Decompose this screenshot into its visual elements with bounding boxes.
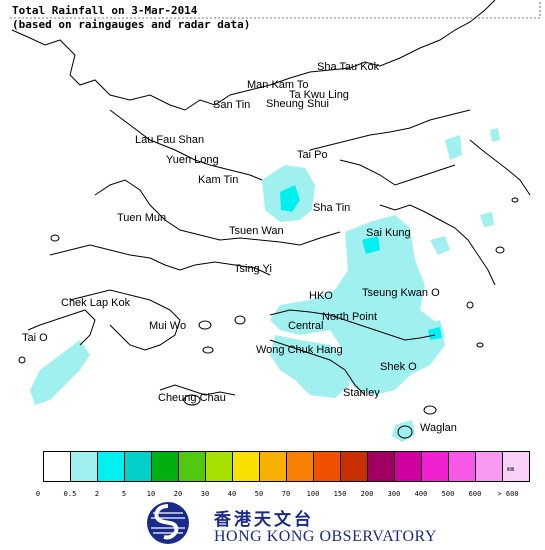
place-label-tuen-mun: Tuen Mun	[117, 212, 167, 224]
legend-swatch	[178, 451, 206, 482]
place-label-cheung-chau: Cheung Chau	[158, 392, 226, 404]
rainfall-areas-heavier	[280, 185, 442, 340]
place-label-tsuen-wan: Tsuen Wan	[229, 225, 284, 237]
legend-tick-label: 10	[146, 490, 156, 498]
legend-swatch	[97, 451, 125, 482]
place-label-kam-tin: Kam Tin	[198, 174, 239, 186]
place-label-wong-chuk-hang: Wong Chuk Hang	[256, 344, 343, 356]
legend-swatch	[394, 451, 422, 482]
legend-tick-label: 500	[441, 490, 455, 498]
place-label-tsing-yi: Tsing Yi	[234, 263, 272, 275]
place-label-sha-tau-kok: Sha Tau Kok	[317, 61, 380, 73]
place-label-tseung-kwan-o: Tseung Kwan O	[362, 287, 440, 299]
place-label-shek-o: Shek O	[380, 361, 417, 373]
legend-tick-label: 40	[227, 490, 237, 498]
place-label-tai-po: Tai Po	[297, 149, 328, 161]
place-label-mui-wo: Mui Wo	[149, 320, 187, 332]
logo-chinese-text: 香港天文台	[214, 510, 314, 530]
place-label-yuen-long: Yuen Long	[166, 154, 219, 166]
legend-tick-label: 600	[468, 490, 482, 498]
legend-swatch	[70, 451, 98, 482]
legend-swatch	[367, 451, 395, 482]
legend-tick-label: 5	[121, 490, 127, 498]
rainfall-map	[10, 0, 541, 442]
place-label-central: Central	[288, 320, 324, 332]
place-label-tai-o: Tai O	[22, 332, 48, 344]
islands	[18, 197, 519, 439]
legend-swatch	[448, 451, 476, 482]
legend-swatch	[421, 451, 449, 482]
place-label-sai-kung: Sai Kung	[366, 227, 411, 239]
legend-tick-label: 300	[387, 490, 401, 498]
legend-tick-label: 20	[173, 490, 183, 498]
legend-tick-label: > 600	[497, 490, 519, 498]
map-title: Total Rainfall on 3-Mar-2014	[12, 4, 198, 17]
place-label-sheung-shui: Sheung Shui	[266, 98, 329, 110]
legend-swatch	[340, 451, 368, 482]
place-label-ta-kwu-ling: Ta Kwu Ling	[289, 89, 349, 101]
legend-swatch	[124, 451, 152, 482]
place-label-north-point: North Point	[322, 311, 378, 323]
legend-tick-label: 100	[306, 490, 320, 498]
legend-swatch	[232, 451, 260, 482]
place-label-waglan: Waglan	[420, 422, 457, 434]
place-label-hko: HKO	[309, 290, 333, 302]
place-label-lau-fau-shan: Lau Fau Shan	[135, 134, 205, 146]
legend-tick-label: 30	[200, 490, 210, 498]
legend-tick-label: 70	[281, 490, 291, 498]
legend-swatch	[151, 451, 179, 482]
observatory-logo-icon	[147, 502, 189, 544]
legend-tick-label: 50	[254, 490, 264, 498]
boundary-line	[10, 0, 541, 19]
legend-tick-label: 2	[94, 490, 100, 498]
place-label-sha-tin: Sha Tin	[313, 202, 351, 214]
legend-swatch	[43, 451, 71, 482]
legend-tick-label: 200	[360, 490, 374, 498]
coastline	[11, 0, 531, 396]
legend-tick-label: 150	[333, 490, 347, 498]
legend-swatch	[502, 451, 530, 482]
map-subtitle: (based on raingauges and radar data)	[12, 18, 251, 31]
legend-swatch	[313, 451, 341, 482]
rainfall-areas	[30, 128, 500, 442]
place-label-san-tin: San Tin	[213, 99, 251, 111]
place-label-chek-lap-kok: Chek Lap Kok	[61, 297, 131, 309]
legend-swatch	[475, 451, 503, 482]
place-label-stanley: Stanley	[343, 387, 380, 399]
place-label-man-kam-to: Man Kam To	[247, 79, 309, 91]
legend-tick-label: 0	[35, 490, 41, 498]
legend-tick-label: 400	[414, 490, 428, 498]
legend-unit: mm	[507, 466, 515, 473]
legend-swatch	[259, 451, 287, 482]
legend-swatch	[205, 451, 233, 482]
legend-tick-label: 0.5	[63, 490, 77, 498]
legend-swatch	[286, 451, 314, 482]
logo-english-text: HONG KONG OBSERVATORY	[214, 528, 437, 545]
